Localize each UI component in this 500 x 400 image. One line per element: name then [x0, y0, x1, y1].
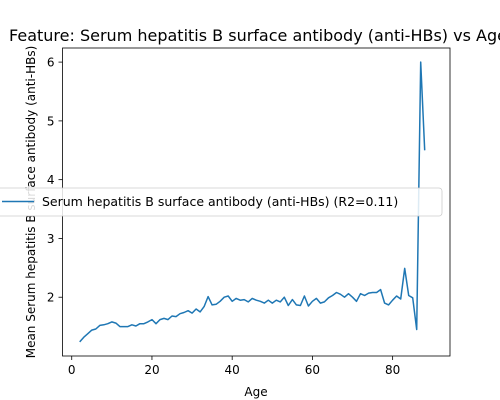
y-axis: 2 3 4 5 6: [47, 56, 63, 305]
legend-label: Serum hepatitis B surface antibody (anti…: [42, 194, 398, 209]
x-tick-label: 60: [305, 363, 320, 377]
x-tick-label: 40: [225, 363, 240, 377]
y-tick-label: 3: [47, 232, 55, 246]
y-tick-label: 2: [47, 291, 55, 305]
x-tick-label: 20: [144, 363, 159, 377]
x-tick-label: 0: [68, 363, 76, 377]
series-line: [79, 61, 426, 343]
y-tick-label: 5: [47, 114, 55, 128]
legend: Serum hepatitis B surface antibody (anti…: [0, 187, 443, 217]
x-axis-label: Age: [244, 385, 267, 399]
y-tick-label: 4: [47, 173, 55, 187]
x-axis: 0 20 40 60 80: [68, 356, 400, 377]
legend-box: [0, 187, 443, 217]
y-tick-label: 6: [47, 56, 55, 70]
chart-title: Feature: Serum hepatitis B surface antib…: [9, 26, 500, 45]
x-tick-label: 80: [385, 363, 400, 377]
